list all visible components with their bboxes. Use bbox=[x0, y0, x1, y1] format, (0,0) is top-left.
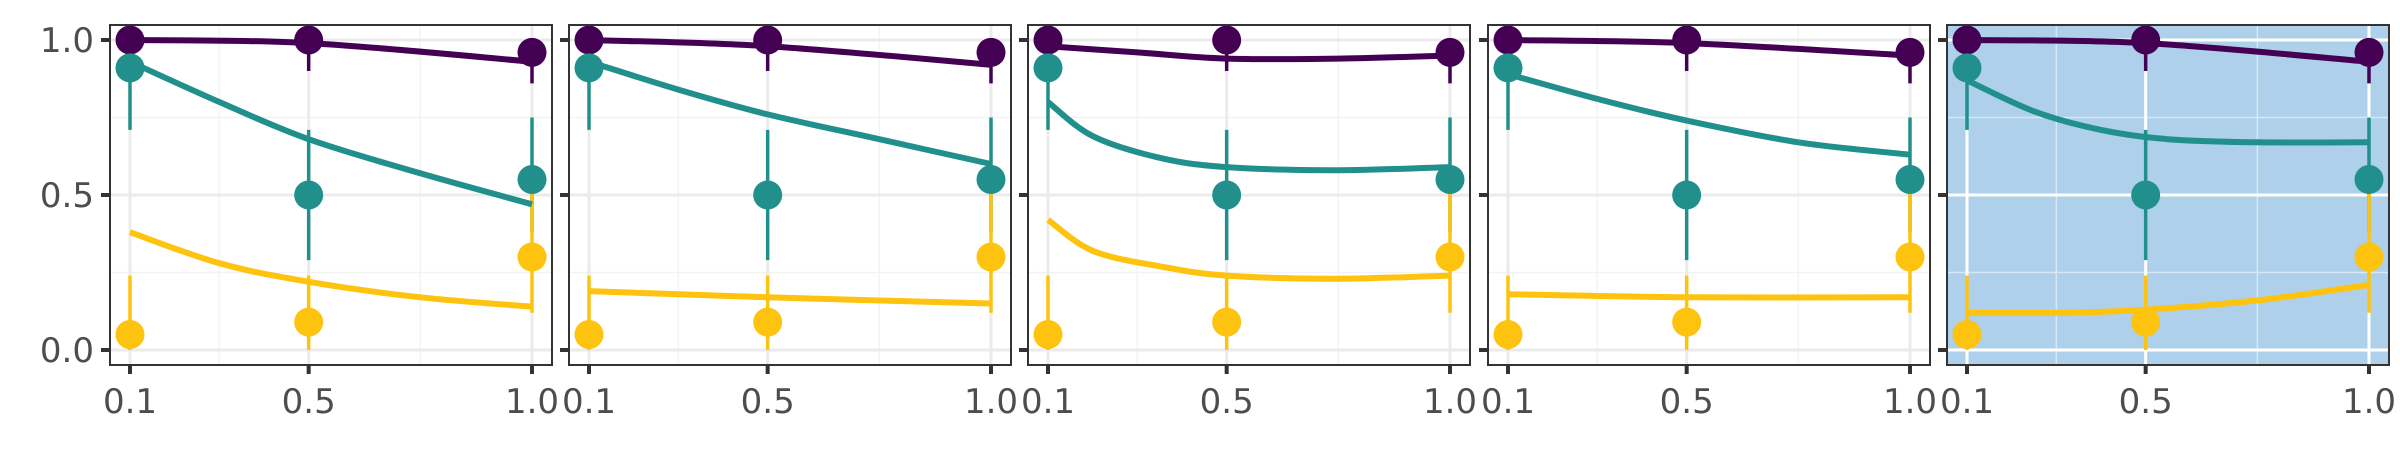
fitted-line bbox=[1047, 43, 1451, 63]
data-point bbox=[976, 242, 1006, 272]
data-point bbox=[1895, 37, 1925, 67]
x-tick-label: 0.5 bbox=[741, 382, 795, 422]
data-point bbox=[574, 53, 604, 83]
data-point bbox=[1033, 320, 1063, 349]
data-point bbox=[294, 25, 324, 55]
x-tick-label: 0.1 bbox=[1481, 382, 1535, 422]
data-point bbox=[1895, 242, 1925, 272]
data-point bbox=[1033, 25, 1063, 55]
data-point bbox=[1212, 25, 1242, 55]
data-point bbox=[753, 180, 783, 210]
fitted-line bbox=[588, 58, 992, 167]
data-point bbox=[294, 307, 324, 337]
data-point bbox=[115, 53, 145, 83]
fitted-line bbox=[1507, 291, 1911, 301]
data-point bbox=[115, 320, 145, 349]
x-tick-label: 1.0 bbox=[2342, 382, 2396, 422]
data-point bbox=[976, 165, 1006, 194]
data-point bbox=[1493, 53, 1523, 83]
data-point bbox=[753, 25, 783, 55]
data-point bbox=[1212, 307, 1242, 337]
data-point bbox=[1435, 242, 1465, 272]
data-point bbox=[1672, 180, 1702, 210]
x-tick-label: 0.5 bbox=[2119, 382, 2173, 422]
data-point bbox=[1952, 53, 1982, 83]
data-point bbox=[294, 180, 324, 210]
data-point bbox=[1435, 165, 1465, 194]
fitted-line bbox=[1965, 77, 2370, 146]
data-point bbox=[753, 307, 783, 337]
y-tick-label: 1.0 bbox=[40, 21, 94, 61]
x-tick-label: 0.1 bbox=[1021, 382, 1075, 422]
y-tick-label: 0.5 bbox=[40, 176, 94, 216]
fitted-line bbox=[128, 58, 533, 208]
fitted-line bbox=[129, 229, 533, 310]
data-point bbox=[1435, 37, 1465, 67]
data-point bbox=[517, 37, 547, 67]
data-point bbox=[1033, 53, 1063, 83]
x-tick-label: 0.1 bbox=[1940, 382, 1994, 422]
panel-4: 0.1 0.5 1.0 bbox=[1479, 24, 1937, 422]
panel-2: 0.1 0.5 1.0 bbox=[560, 24, 1018, 422]
x-tick-label: 1.0 bbox=[1423, 382, 1477, 422]
data-point bbox=[1212, 180, 1242, 210]
x-tick-label: 0.1 bbox=[562, 382, 616, 422]
data-point bbox=[574, 320, 604, 349]
panel-3: 0.1 0.5 1.0 bbox=[1019, 24, 1477, 422]
data-point bbox=[574, 25, 604, 55]
panel-1: 0.0 0.5 1.0 0.1 0.5 1.0 bbox=[40, 21, 559, 422]
x-tick-label: 0.1 bbox=[103, 382, 157, 422]
x-tick-label: 0.5 bbox=[1660, 382, 1714, 422]
fitted-line bbox=[1046, 217, 1451, 282]
data-point bbox=[2131, 25, 2161, 55]
data-point bbox=[2354, 165, 2384, 194]
data-point bbox=[1952, 320, 1982, 349]
y-tick-label: 0.0 bbox=[40, 331, 94, 371]
data-point bbox=[2131, 307, 2161, 337]
fitted-line bbox=[588, 288, 992, 307]
data-point bbox=[1493, 320, 1523, 349]
data-point bbox=[1493, 25, 1523, 55]
data-point bbox=[1895, 165, 1925, 194]
data-point bbox=[2354, 242, 2384, 272]
x-tick-label: 1.0 bbox=[964, 382, 1018, 422]
data-point bbox=[1952, 25, 1982, 55]
data-point bbox=[2354, 37, 2384, 67]
panel-5: 0.1 0.5 1.0 bbox=[1938, 24, 2396, 422]
x-tick-label: 1.0 bbox=[505, 382, 559, 422]
data-point bbox=[976, 37, 1006, 67]
data-point bbox=[1672, 307, 1702, 337]
x-tick-label: 1.0 bbox=[1883, 382, 1937, 422]
x-tick-label: 0.5 bbox=[1200, 382, 1254, 422]
x-tick-label: 0.5 bbox=[282, 382, 336, 422]
data-point bbox=[2131, 180, 2161, 210]
data-point bbox=[517, 165, 547, 194]
fitted-line bbox=[1507, 71, 1911, 158]
data-point bbox=[1672, 25, 1702, 55]
fitted-line bbox=[1046, 99, 1451, 174]
data-point bbox=[517, 242, 547, 272]
data-point bbox=[115, 25, 145, 55]
